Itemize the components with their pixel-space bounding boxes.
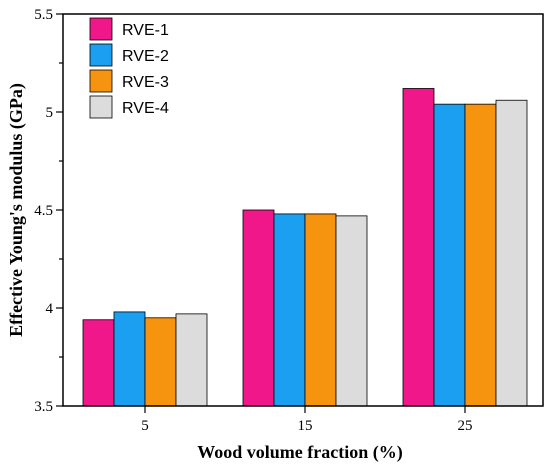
- bar-rve-1-5: [82, 319, 115, 407]
- y-tick-label: 5.5: [34, 7, 53, 23]
- legend-label-rve-3: RVE-3: [122, 74, 169, 91]
- y-tick-label: 3.5: [34, 399, 53, 415]
- bar-rve-2-25: [433, 103, 466, 407]
- bar-rve-4-5: [175, 313, 208, 407]
- bar-rve-2-15: [273, 213, 306, 407]
- legend-swatch-rve-3: [89, 69, 113, 93]
- x-axis-title: Wood volume fraction (%): [197, 442, 402, 463]
- legend-label-rve-2: RVE-2: [122, 48, 169, 65]
- bar-rve-2-5: [113, 311, 146, 407]
- legend-swatch-rve-1: [89, 17, 113, 41]
- y-tick-label: 4.5: [34, 203, 53, 219]
- bar-rve-3-15: [304, 213, 337, 407]
- y-axis-title: Effective Young's modulus (GPa): [6, 83, 27, 337]
- bar-rve-4-15: [335, 215, 368, 407]
- legend-label-rve-4: RVE-4: [122, 100, 169, 117]
- axes-layer: 3.5 4 4.5 5 5.5 5 15 25: [34, 7, 544, 434]
- bar-rve-3-5: [144, 317, 177, 407]
- legend-swatch-rve-4: [89, 95, 113, 119]
- x-tick-label: 5: [141, 418, 149, 434]
- legend-label-rve-1: RVE-1: [122, 22, 169, 39]
- y-tick-label: 5: [46, 105, 54, 121]
- x-tick-label: 15: [298, 418, 313, 434]
- bar-rve-3-25: [464, 103, 497, 407]
- legend: RVE-1 RVE-2 RVE-3 RVE-4: [89, 17, 169, 119]
- bar-rve-1-25: [402, 88, 435, 407]
- y-tick-label: 4: [46, 301, 54, 317]
- bars-layer: [82, 88, 528, 407]
- x-tick-label: 25: [458, 418, 473, 434]
- bar-rve-4-25: [495, 99, 528, 407]
- legend-swatch-rve-2: [89, 43, 113, 67]
- bar-rve-1-15: [242, 209, 275, 407]
